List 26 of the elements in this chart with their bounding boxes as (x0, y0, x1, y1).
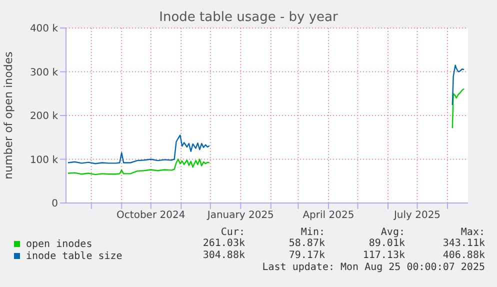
y-tick-label: 0 (52, 198, 58, 210)
x-tick-label: October 2024 (116, 210, 186, 222)
x-tick-label: January 2025 (206, 210, 274, 222)
text: Cur: (220, 227, 245, 238)
chart-title: Inode table usage - by year (158, 10, 339, 25)
text: 58.87k (288, 238, 325, 250)
text: 261.03k (202, 238, 245, 250)
text: Avg: (380, 227, 405, 238)
y-tick-label: 300 k (30, 67, 58, 78)
text: 79.17k (288, 250, 325, 262)
text: 304.88k (202, 250, 245, 262)
x-tick-label: July 2025 (392, 210, 441, 222)
text: 343.11k (442, 238, 485, 250)
text: 117.13k (362, 250, 405, 262)
text: Max: (460, 227, 485, 238)
text: 406.88k (442, 250, 485, 262)
y-axis-title: number of open inodes (2, 51, 15, 180)
legend-label: inode table size (26, 250, 122, 262)
legend-label: open inodes (26, 238, 92, 250)
x-tick-label: April 2025 (302, 210, 354, 222)
y-tick-label: 400 k (30, 24, 58, 35)
y-tick-label: 100 k (30, 154, 58, 166)
text: Last update: Mon Aug 25 00:00:07 2025 (261, 262, 485, 273)
text: Min: (300, 227, 325, 238)
y-tick-label: 200 k (30, 111, 58, 122)
text: 89.01k (368, 238, 405, 250)
